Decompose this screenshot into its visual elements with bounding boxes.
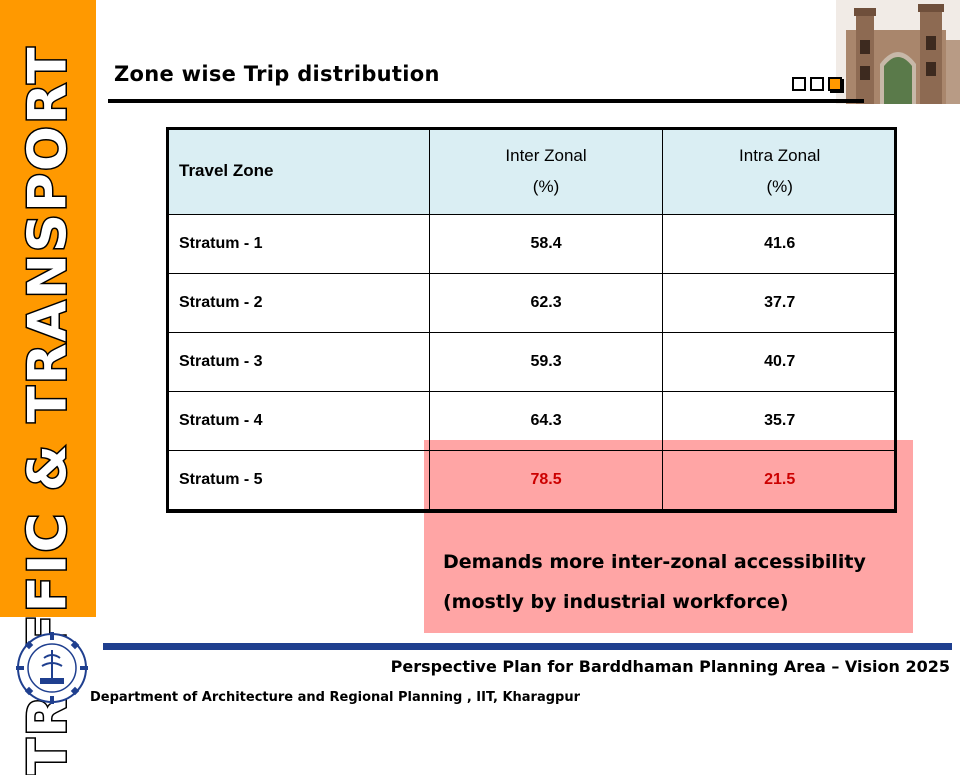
inter-zonal-cell: 78.5: [428, 450, 664, 510]
column-header-travel-zone: Travel Zone: [166, 127, 430, 215]
header-unit: (%): [532, 177, 560, 196]
callout-text: Demands more inter-zonal accessibility (…: [443, 542, 866, 622]
header-label: Intra Zonal: [739, 146, 821, 165]
column-header-intra-zonal: Intra Zonal (%): [662, 127, 897, 215]
callout-line: (mostly by industrial workforce): [443, 591, 789, 613]
zone-cell: Stratum - 4: [166, 391, 430, 451]
intra-zonal-cell: 41.6: [662, 214, 897, 274]
table-row: Stratum - 2 62.3 37.7: [166, 273, 897, 333]
slide-title: Zone wise Trip distribution: [114, 62, 440, 86]
inter-zonal-cell: 64.3: [428, 391, 664, 451]
intra-zonal-cell: 35.7: [662, 391, 897, 451]
footer-rule: [103, 643, 952, 650]
zone-cell: Stratum - 3: [166, 332, 430, 392]
header-label: Inter Zonal: [505, 146, 587, 165]
square-icon: [810, 77, 824, 91]
zone-cell: Stratum - 5: [166, 450, 430, 510]
table-row: Stratum - 3 59.3 40.7: [166, 332, 897, 392]
column-header-inter-zonal: Inter Zonal (%): [428, 127, 664, 215]
table-row: Stratum - 5 78.5 21.5: [166, 450, 897, 510]
footer-department: Department of Architecture and Regional …: [90, 690, 581, 705]
inter-zonal-cell: 62.3: [428, 273, 664, 333]
zone-cell: Stratum - 2: [166, 273, 430, 333]
header-label: Travel Zone: [179, 161, 274, 180]
trip-distribution-table: Travel Zone Inter Zonal (%) Intra Zonal …: [166, 127, 897, 510]
table-header-row: Travel Zone Inter Zonal (%) Intra Zonal …: [166, 127, 897, 215]
callout-line: Demands more inter-zonal accessibility: [443, 551, 866, 573]
title-underline: [108, 99, 864, 103]
intra-zonal-cell: 40.7: [662, 332, 897, 392]
decorative-squares: [792, 77, 842, 91]
intra-zonal-cell: 37.7: [662, 273, 897, 333]
heritage-gate-icon: [836, 0, 960, 104]
sidebar-banner: TRAFFIC & TRANSPORT: [0, 0, 96, 775]
footer-title: Perspective Plan for Barddhaman Planning…: [390, 657, 950, 676]
iit-kharagpur-emblem-icon: [14, 630, 90, 706]
zone-cell: Stratum - 1: [166, 214, 430, 274]
header-unit: (%): [766, 177, 793, 196]
table-row: Stratum - 1 58.4 41.6: [166, 214, 897, 274]
inter-zonal-cell: 59.3: [428, 332, 664, 392]
square-icon: [792, 77, 806, 91]
inter-zonal-cell: 58.4: [428, 214, 664, 274]
filled-square-icon: [828, 77, 842, 91]
table-row: Stratum - 4 64.3 35.7: [166, 391, 897, 451]
intra-zonal-cell: 21.5: [662, 450, 897, 510]
